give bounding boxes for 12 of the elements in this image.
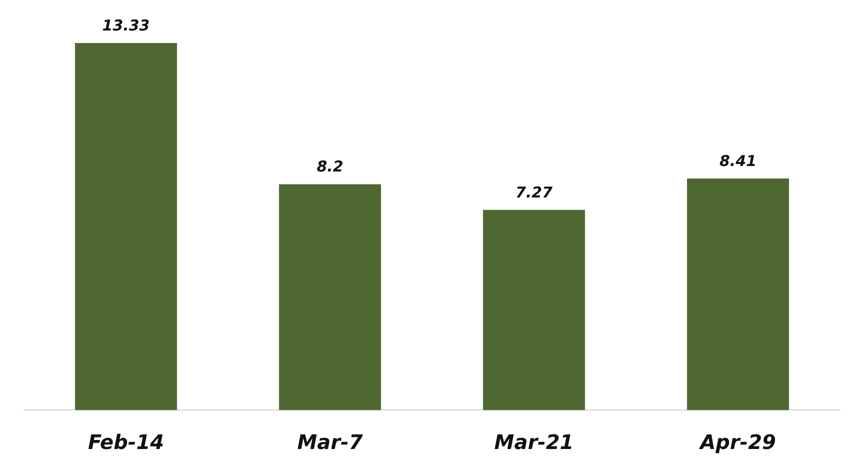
x-tick-label: Mar-21	[494, 430, 574, 454]
bar	[279, 184, 381, 410]
data-label: 8.41	[719, 152, 757, 170]
data-label: 8.2	[316, 158, 344, 176]
bar	[687, 178, 789, 410]
bar	[483, 210, 585, 410]
x-tick-label: Apr-29	[698, 430, 776, 454]
x-tick-label: Feb-14	[88, 430, 164, 454]
x-tick-label: Mar-7	[297, 430, 363, 454]
bar	[75, 43, 177, 410]
data-label: 13.33	[102, 16, 150, 34]
data-label: 7.27	[515, 183, 554, 202]
